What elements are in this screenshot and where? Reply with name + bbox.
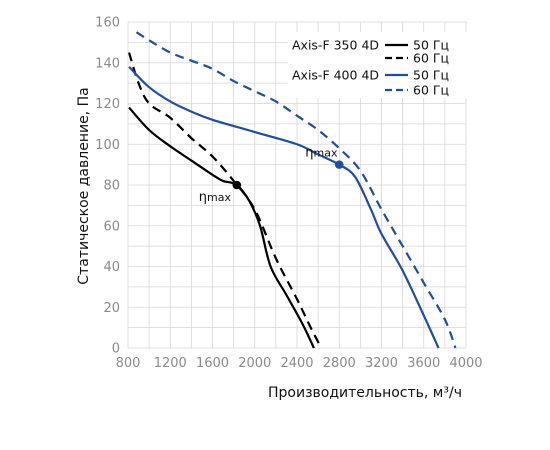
efficiency-points: ηmax ηmax [199,146,344,205]
x-tick-label: 3200 [365,356,398,371]
y-tick-label: 120 [95,97,120,112]
y-tick-labels: 0 20 40 60 80 100 120 140 160 [95,16,120,357]
x-tick-label: 4000 [449,356,482,371]
x-tick-label: 2400 [280,356,313,371]
eta-max-marker [334,160,344,169]
y-tick-label: 140 [95,56,120,71]
legend-series-label: 50 Гц [413,68,449,83]
y-tick-label: 60 [103,219,120,234]
x-tick-labels: 800 1200 1600 2000 2400 2800 3200 3600 4000 [116,356,483,371]
y-tick-label: 20 [103,301,120,316]
legend-series-label: 60 Гц [413,51,449,66]
legend-model-label: Axis-F 400 4D [292,68,379,83]
legend-model-label: Axis-F 350 4D [292,38,379,53]
x-tick-label: 2800 [323,356,356,371]
legend-box [288,32,468,98]
x-axis-label: Производительность, м³/ч [268,385,462,401]
y-tick-label: 0 [112,342,120,357]
series-line-axis-f-350-4d-50hz [128,106,315,349]
y-tick-label: 80 [103,179,120,194]
eta-max-marker [232,180,242,190]
series-line-axis-f-400-4d-60hz [135,31,457,349]
x-tick-label: 800 [116,356,141,371]
x-tick-label: 2000 [238,356,271,371]
x-tick-label: 1600 [196,356,229,371]
eta-max-label: ηmax [305,146,338,161]
series-line-axis-f-350-4d-60hz [128,52,323,349]
y-tick-label: 100 [95,138,120,153]
y-tick-label: 160 [95,16,120,31]
y-axis-label: Статическое давление, Па [76,87,92,284]
eta-max-label: ηmax [199,190,232,205]
series-line-axis-f-400-4d-50hz [128,66,440,349]
legend-series-label: 50 Гц [413,38,449,53]
x-tick-label: 3600 [407,356,440,371]
y-tick-label: 40 [103,260,120,275]
legend-series-label: 60 Гц [413,83,449,98]
x-tick-label: 1200 [154,356,187,371]
